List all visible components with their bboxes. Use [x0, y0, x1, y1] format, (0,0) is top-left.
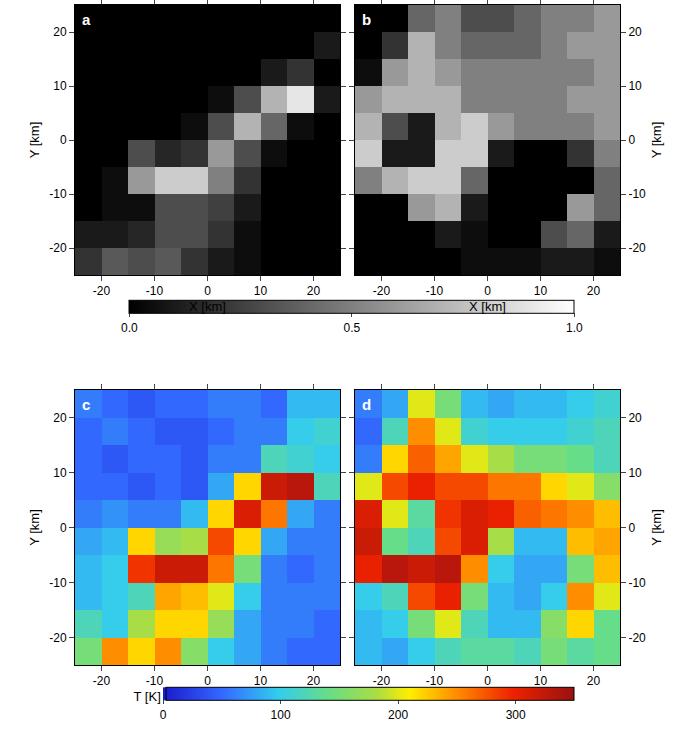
svg-text:-20: -20: [373, 284, 391, 298]
svg-text:c: c: [82, 396, 90, 413]
svg-text:0: 0: [204, 674, 211, 688]
svg-text:10: 10: [628, 466, 642, 480]
svg-text:X [km]: X [km]: [469, 299, 506, 314]
svg-text:20: 20: [628, 25, 642, 39]
svg-text:0: 0: [628, 521, 635, 535]
svg-text:-20: -20: [373, 674, 391, 688]
svg-text:-10: -10: [628, 576, 646, 590]
svg-text:20: 20: [53, 25, 67, 39]
svg-text:a: a: [82, 11, 91, 28]
svg-text:-20: -20: [49, 241, 67, 255]
svg-text:d: d: [362, 396, 371, 413]
svg-text:X [km]: X [km]: [189, 299, 226, 314]
svg-text:-20: -20: [628, 241, 646, 255]
svg-text:20: 20: [628, 411, 642, 425]
svg-text:100: 100: [271, 708, 291, 722]
svg-text:20: 20: [587, 284, 601, 298]
svg-text:20: 20: [587, 674, 601, 688]
svg-text:-10: -10: [49, 576, 67, 590]
svg-text:300: 300: [506, 708, 526, 722]
svg-text:-10: -10: [146, 284, 164, 298]
svg-text:-10: -10: [426, 284, 444, 298]
svg-text:10: 10: [628, 79, 642, 93]
svg-text:0: 0: [628, 133, 635, 147]
svg-text:0: 0: [60, 133, 67, 147]
svg-text:10: 10: [534, 284, 548, 298]
svg-text:10: 10: [254, 674, 268, 688]
svg-text:10: 10: [534, 674, 548, 688]
svg-text:10: 10: [53, 466, 67, 480]
svg-text:10: 10: [254, 284, 268, 298]
svg-text:20: 20: [307, 674, 321, 688]
svg-text:0: 0: [484, 284, 491, 298]
svg-text:-10: -10: [49, 187, 67, 201]
svg-text:20: 20: [307, 284, 321, 298]
svg-text:-20: -20: [49, 631, 67, 645]
svg-text:0.5: 0.5: [344, 321, 361, 335]
svg-text:10: 10: [53, 79, 67, 93]
svg-text:Y [km]: Y [km]: [27, 122, 42, 159]
svg-text:T [K]: T [K]: [134, 689, 161, 704]
svg-text:-20: -20: [93, 284, 111, 298]
svg-text:-10: -10: [426, 674, 444, 688]
svg-text:-20: -20: [93, 674, 111, 688]
svg-text:0: 0: [484, 674, 491, 688]
svg-text:0: 0: [60, 521, 67, 535]
svg-text:-10: -10: [146, 674, 164, 688]
svg-text:0: 0: [160, 708, 167, 722]
svg-text:0: 0: [204, 284, 211, 298]
svg-text:20: 20: [53, 411, 67, 425]
svg-text:0.0: 0.0: [121, 321, 138, 335]
svg-text:Y [km]: Y [km]: [649, 509, 664, 546]
svg-text:Y [km]: Y [km]: [27, 509, 42, 546]
svg-text:200: 200: [388, 708, 408, 722]
svg-text:1.0: 1.0: [566, 321, 583, 335]
svg-text:b: b: [362, 11, 371, 28]
svg-text:-10: -10: [628, 187, 646, 201]
svg-text:Y [km]: Y [km]: [649, 122, 664, 159]
svg-text:-20: -20: [628, 631, 646, 645]
